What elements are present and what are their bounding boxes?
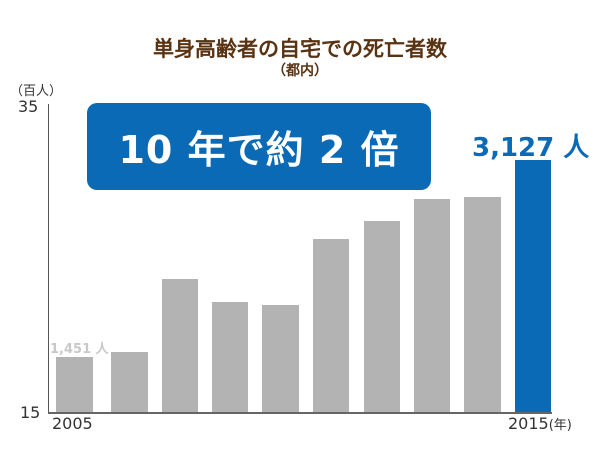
callout-badge: 10 年で約 2 倍 bbox=[87, 103, 431, 190]
y-tick-top: 35 bbox=[18, 97, 39, 116]
chart-title: 単身高齢者の自宅での死亡者数 bbox=[153, 37, 447, 61]
bar-2015 bbox=[515, 160, 551, 412]
x-label-end-year: 2015 bbox=[508, 414, 549, 433]
x-label-end: 2015(年) bbox=[508, 414, 572, 433]
bar-2012 bbox=[414, 199, 450, 412]
bar-2006 bbox=[111, 352, 148, 412]
x-label-start: 2005 bbox=[52, 414, 93, 433]
x-axis-unit: (年) bbox=[548, 418, 572, 433]
y-tick-bottom: 15 bbox=[20, 403, 41, 422]
bar-2013 bbox=[464, 197, 501, 412]
chart-subtitle: （都内） bbox=[272, 63, 328, 79]
bar-2005 bbox=[56, 357, 93, 412]
x-axis-line bbox=[48, 412, 552, 414]
first-value-label: 1,451 人 bbox=[50, 342, 109, 357]
bar-2009 bbox=[262, 305, 299, 412]
bar-2011 bbox=[364, 221, 400, 412]
y-axis-unit: （百人） bbox=[10, 84, 63, 99]
bar-2007 bbox=[162, 279, 198, 412]
y-axis-line bbox=[48, 104, 49, 413]
bar-2010 bbox=[313, 239, 349, 412]
bar-2008 bbox=[212, 302, 248, 412]
last-value-label: 3,127 人 bbox=[472, 133, 590, 163]
